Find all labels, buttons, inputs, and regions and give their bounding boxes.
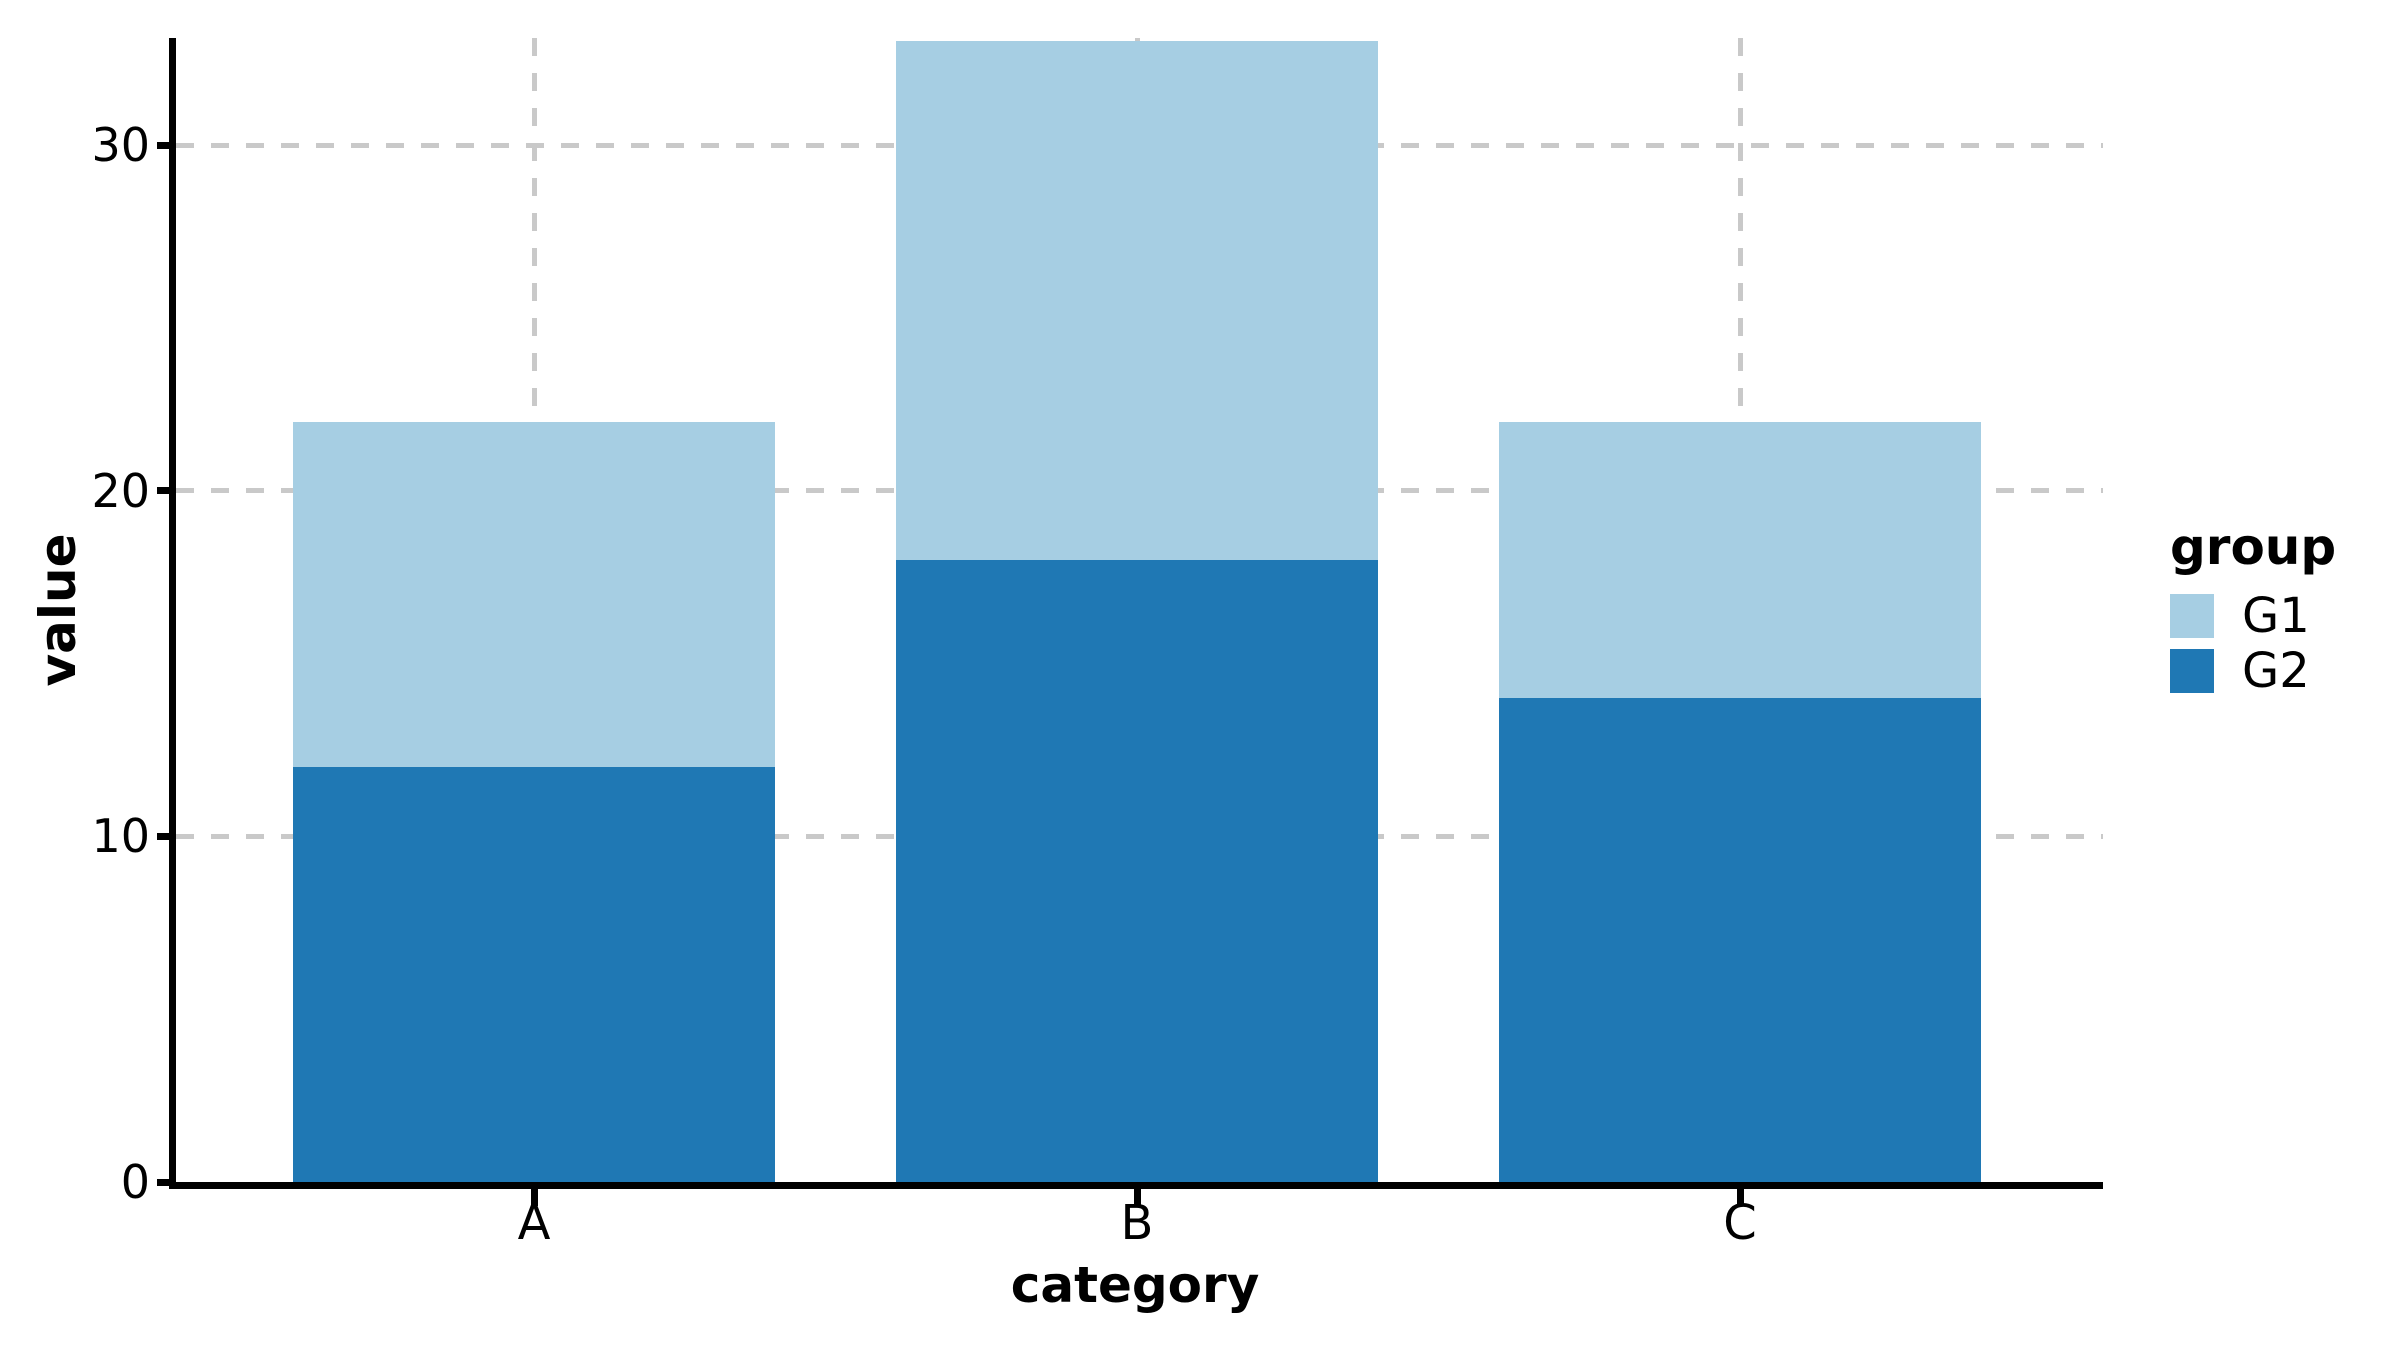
y-tick-label-20: 20 (91, 464, 150, 518)
x-tick-B (1134, 1182, 1141, 1206)
legend-label-G2: G2 (2242, 643, 2310, 699)
y-tick-label-0: 0 (120, 1155, 150, 1209)
x-tick-A (531, 1182, 538, 1206)
y-tick-label-30: 30 (91, 118, 150, 172)
legend-swatch-G1 (2170, 594, 2214, 638)
legend-title: group (2170, 518, 2337, 576)
bar-segment-B-G2 (896, 560, 1378, 1182)
y-tick-0 (157, 1179, 176, 1186)
legend-label-G1: G1 (2242, 588, 2310, 644)
legend-item-G1: G1 (2170, 588, 2336, 644)
y-axis-line (169, 38, 176, 1189)
bar-segment-C-G1 (1499, 422, 1981, 699)
legend: group G1 G2 (2170, 516, 2336, 704)
legend-items: G1 G2 (2170, 588, 2336, 699)
legend-item-G2: G2 (2170, 643, 2336, 699)
x-tick-label-C: C (1723, 1195, 1757, 1251)
y-axis-title: value (29, 533, 87, 687)
x-tick-label-A: A (517, 1195, 551, 1251)
y-tick-10 (157, 833, 176, 840)
x-tick-label-B: B (1120, 1195, 1154, 1251)
x-axis-title: category (1010, 1256, 1260, 1314)
y-tick-30 (157, 142, 176, 149)
bar-segment-A-G1 (293, 422, 775, 768)
y-tick-label-10: 10 (91, 809, 150, 863)
y-tick-20 (157, 487, 176, 494)
x-tick-C (1737, 1182, 1744, 1206)
legend-swatch-G2 (2170, 649, 2214, 693)
bar-segment-A-G2 (293, 767, 775, 1182)
bar-segment-B-G1 (896, 41, 1378, 560)
bar-segment-C-G2 (1499, 698, 1981, 1182)
